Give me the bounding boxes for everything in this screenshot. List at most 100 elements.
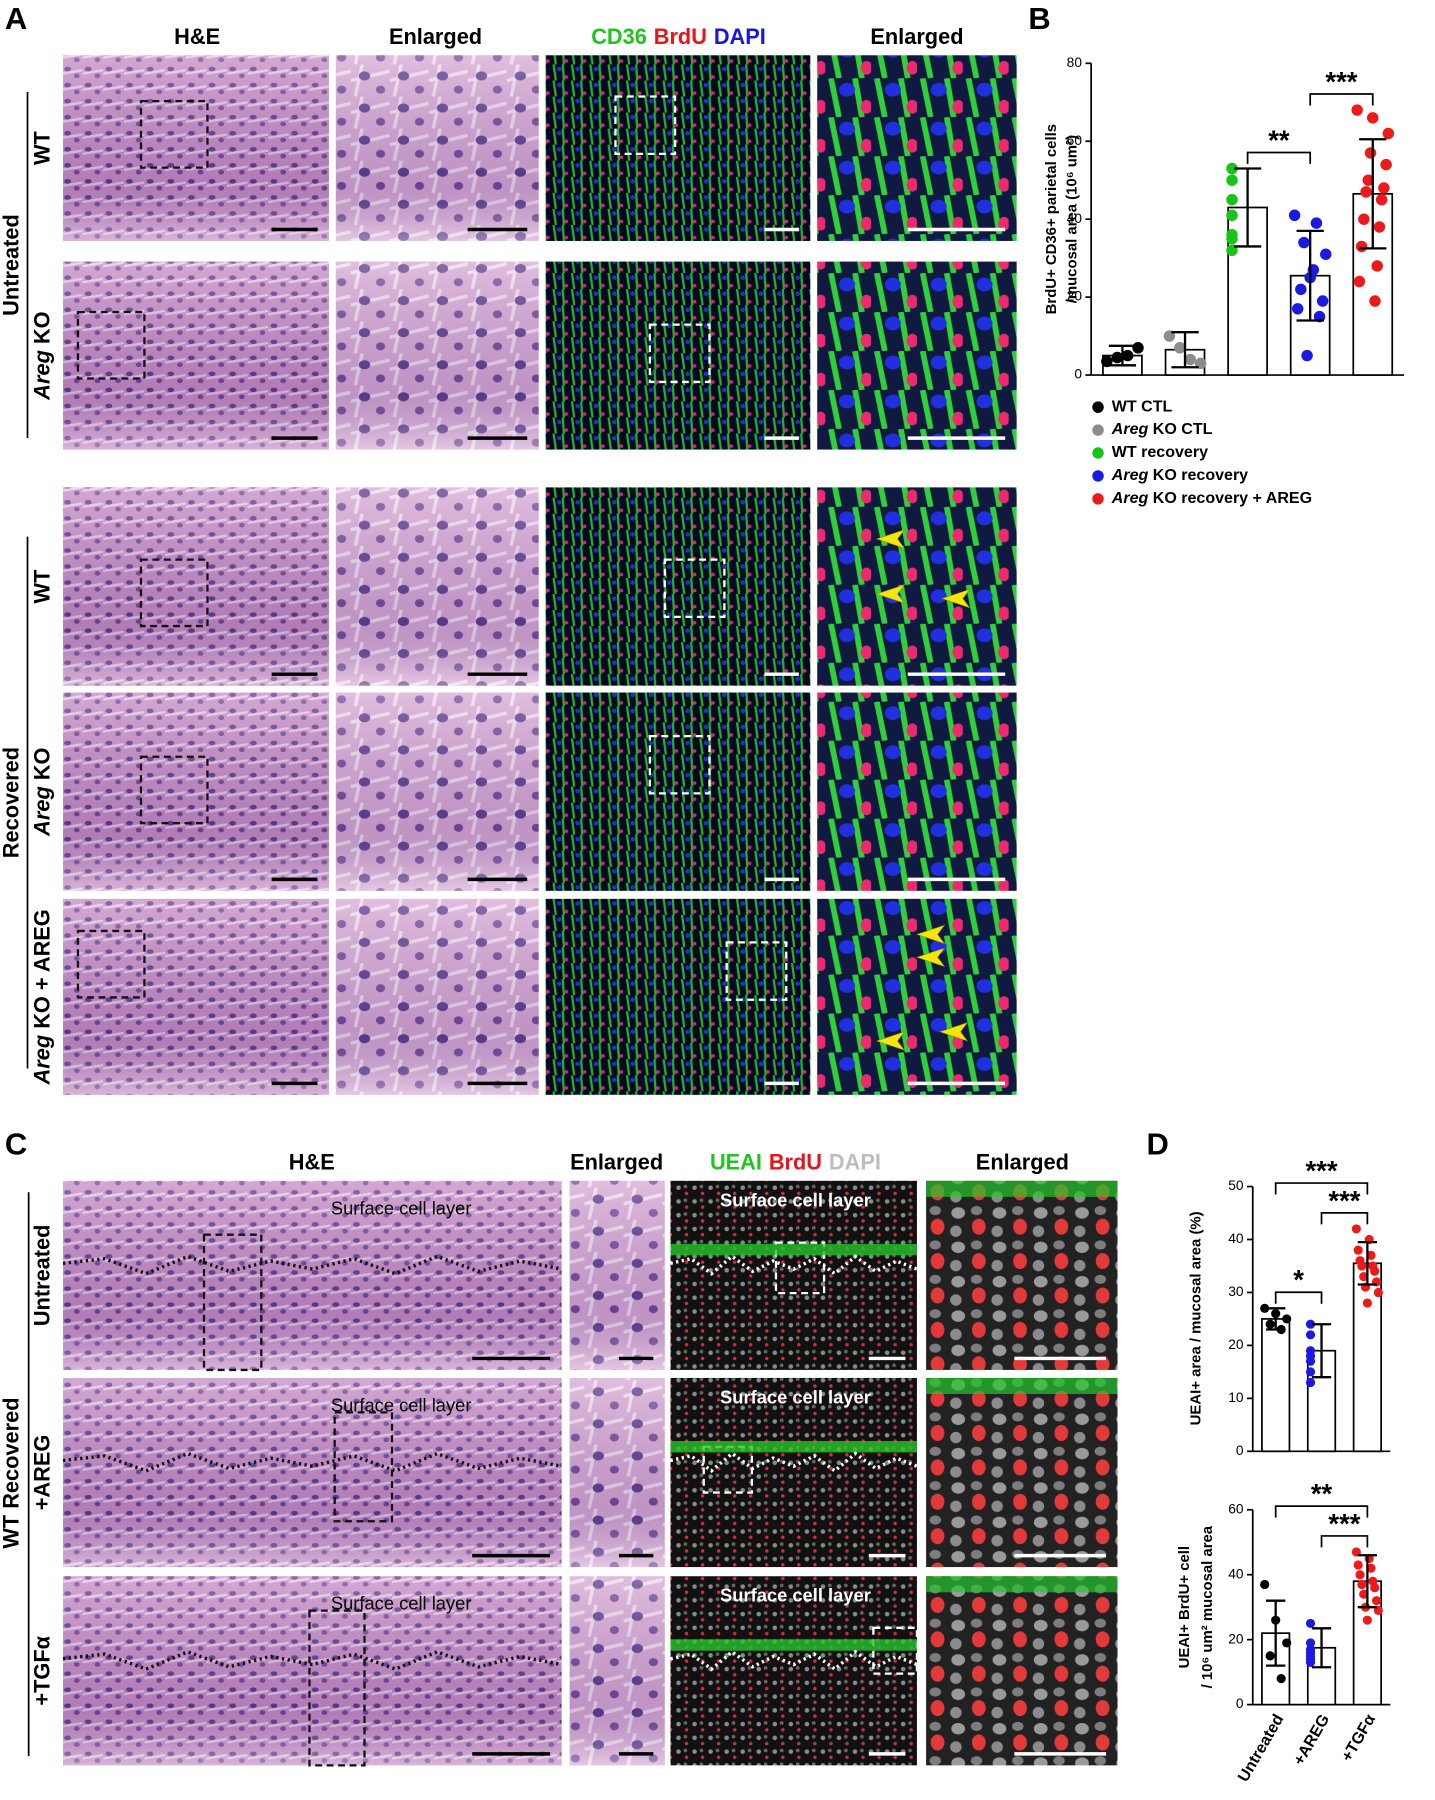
row-label: WT bbox=[29, 569, 54, 604]
error-bar bbox=[1359, 138, 1387, 250]
data-point bbox=[1370, 1266, 1380, 1276]
y-tick-label: 40 bbox=[1228, 1566, 1244, 1581]
error-bar bbox=[1311, 1323, 1332, 1379]
stain-name: BrdU bbox=[654, 24, 707, 49]
legend-label: Areg KO CTL bbox=[1111, 420, 1213, 438]
data-point bbox=[1355, 240, 1368, 253]
data-point bbox=[1282, 1314, 1292, 1324]
inset-box bbox=[648, 734, 711, 795]
boundary-line bbox=[62, 1451, 562, 1473]
stain-header: CD36 BrdU DAPI bbox=[591, 24, 766, 49]
surface-stain bbox=[926, 1180, 1118, 1197]
inset-box bbox=[308, 1609, 366, 1767]
y-axis-label: BrdU+ CD36+ parietal cells bbox=[1044, 124, 1060, 314]
surface-stain bbox=[926, 1377, 1118, 1394]
inset-box bbox=[139, 99, 209, 169]
legend-label: WT recovery bbox=[1112, 443, 1208, 461]
bar bbox=[1261, 1318, 1291, 1453]
micrograph-shade bbox=[569, 1576, 665, 1766]
y-tick-label: 0 bbox=[1236, 1696, 1244, 1711]
y-axis-label: / 10⁶ um² mucosal area bbox=[1200, 1525, 1216, 1688]
error-bar bbox=[1266, 1307, 1286, 1331]
data-point bbox=[1353, 275, 1366, 288]
data-point bbox=[1367, 112, 1379, 124]
data-point bbox=[1111, 351, 1123, 364]
data-point bbox=[1370, 1583, 1380, 1593]
data-point bbox=[1305, 1657, 1316, 1667]
data-point bbox=[1226, 174, 1238, 186]
boundary-line bbox=[670, 1254, 918, 1276]
y-tick-label: 20 bbox=[1228, 1337, 1244, 1352]
data-point bbox=[1316, 295, 1329, 307]
column-header: Enlarged bbox=[870, 24, 963, 49]
error-bar bbox=[1266, 1599, 1286, 1667]
data-point bbox=[1291, 303, 1304, 315]
significance-label: ** bbox=[1268, 124, 1290, 155]
significance-label: *** bbox=[1328, 1185, 1360, 1216]
error-bar bbox=[1108, 344, 1137, 367]
significance-label: ** bbox=[1311, 1478, 1333, 1509]
column-header: Enlarged bbox=[389, 24, 482, 49]
data-point bbox=[1357, 1579, 1367, 1590]
legend-marker bbox=[1092, 493, 1104, 505]
data-point bbox=[1375, 193, 1388, 206]
micrograph-shade bbox=[63, 1180, 562, 1370]
data-point bbox=[1121, 349, 1134, 362]
significance-label: *** bbox=[1305, 1155, 1337, 1186]
significance-bracket bbox=[1320, 1535, 1369, 1548]
micrograph bbox=[545, 487, 811, 686]
legend-marker bbox=[1092, 401, 1104, 413]
data-point bbox=[1357, 1261, 1367, 1271]
data-point bbox=[1265, 1319, 1275, 1329]
legend-label: Areg KO recovery bbox=[1111, 466, 1248, 484]
significance-bracket bbox=[1274, 1182, 1369, 1195]
error-bar bbox=[1357, 1240, 1378, 1286]
data-point bbox=[1362, 1615, 1372, 1625]
data-point bbox=[1305, 1618, 1316, 1629]
arrowhead bbox=[938, 1022, 969, 1042]
overlay-label: Surface cell layer bbox=[331, 1394, 472, 1415]
data-point bbox=[1260, 1303, 1270, 1313]
row-label: +AREG bbox=[29, 1435, 54, 1511]
y-tick-label: 20 bbox=[1228, 1631, 1244, 1646]
micrograph bbox=[545, 55, 811, 241]
data-point bbox=[1380, 158, 1392, 171]
y-tick-label: 20 bbox=[1067, 289, 1083, 304]
data-point bbox=[1305, 1377, 1316, 1388]
data-point bbox=[1373, 221, 1386, 233]
y-tick-label: 30 bbox=[1228, 1284, 1244, 1299]
data-point bbox=[1359, 1589, 1369, 1599]
arrowhead bbox=[875, 584, 906, 604]
data-point bbox=[1371, 260, 1383, 272]
stain-name: CD36 bbox=[591, 24, 647, 49]
row-label: WT bbox=[29, 130, 54, 165]
data-point bbox=[1184, 353, 1196, 366]
significance-bracket bbox=[1274, 1505, 1369, 1518]
micrograph-shade bbox=[335, 898, 539, 1095]
inset-box bbox=[663, 558, 726, 619]
data-point bbox=[1360, 186, 1372, 198]
micrograph-shade bbox=[335, 487, 539, 686]
stain-name: UEAI bbox=[710, 1149, 762, 1174]
y-tick-label: 40 bbox=[1067, 211, 1083, 226]
data-point bbox=[1382, 127, 1395, 140]
data-point bbox=[1295, 283, 1307, 296]
group-label: Untreated bbox=[0, 214, 23, 316]
x-tick-label: +TGFα bbox=[1338, 1711, 1379, 1765]
micrograph bbox=[545, 692, 811, 891]
micrograph-shade bbox=[63, 261, 329, 450]
data-point bbox=[1369, 295, 1381, 307]
column-header: Enlarged bbox=[976, 1149, 1069, 1174]
surface-stain bbox=[670, 1243, 917, 1256]
data-point bbox=[1364, 147, 1377, 159]
data-point bbox=[1362, 1298, 1372, 1308]
bar bbox=[1352, 1262, 1382, 1453]
micrograph bbox=[817, 261, 1017, 450]
arrowhead bbox=[875, 1031, 906, 1051]
data-point bbox=[1282, 1638, 1292, 1648]
y-tick-label: 10 bbox=[1228, 1390, 1244, 1405]
error-bar bbox=[1171, 331, 1199, 369]
data-point bbox=[1310, 217, 1323, 229]
column-header: H&E bbox=[289, 1149, 335, 1174]
micrograph bbox=[926, 1576, 1118, 1766]
